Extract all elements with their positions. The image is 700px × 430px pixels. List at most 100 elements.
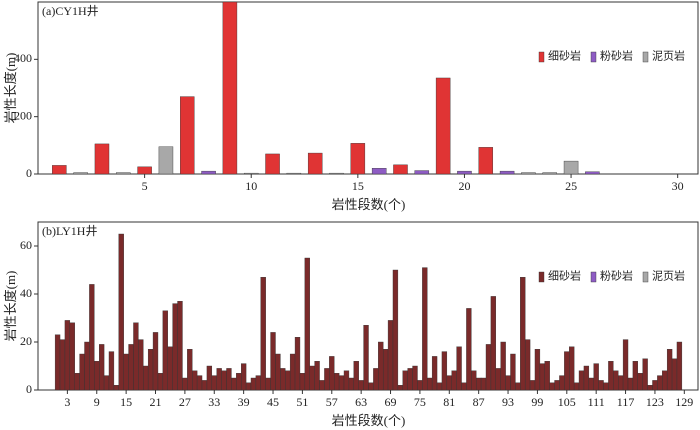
- x-tick-label: 69: [385, 395, 397, 409]
- bar: [578, 370, 585, 391]
- bar: [671, 358, 678, 391]
- bar: [275, 353, 281, 391]
- bar: [343, 370, 350, 391]
- bar: [662, 370, 668, 391]
- bar: [113, 385, 119, 391]
- legend-label: 细砂岩: [548, 49, 581, 63]
- y-tick-label: 20: [20, 334, 32, 348]
- legend-swatch: [590, 51, 597, 63]
- bar: [172, 303, 178, 391]
- x-tick-label: 57: [326, 395, 338, 409]
- bar: [329, 172, 344, 175]
- bar: [221, 370, 227, 391]
- bar: [515, 382, 521, 391]
- bar: [59, 339, 66, 391]
- bar: [446, 375, 452, 391]
- legend-label: 粉砂岩: [600, 49, 633, 63]
- bar: [461, 382, 467, 391]
- bar: [499, 170, 515, 175]
- bar: [478, 147, 494, 175]
- bar: [280, 368, 286, 391]
- bar: [534, 349, 541, 391]
- bar: [554, 380, 560, 391]
- bar: [167, 346, 173, 391]
- legend-label: 泥页岩: [652, 49, 685, 63]
- bar: [89, 284, 95, 391]
- chart-title: (b)LY1H井: [42, 224, 97, 238]
- x-tick-label: 75: [414, 395, 426, 409]
- x-tick-label: 63: [355, 395, 367, 409]
- bar: [397, 385, 403, 391]
- bar: [353, 361, 359, 391]
- bar: [116, 172, 131, 175]
- bar: [652, 380, 658, 391]
- y-tick-label: 400: [14, 51, 32, 65]
- bar: [304, 257, 310, 391]
- y-axis-label: 岩性长度(m): [3, 53, 18, 124]
- legend-swatch: [642, 51, 649, 63]
- bar: [64, 320, 71, 391]
- bar: [593, 363, 599, 391]
- bar: [539, 363, 545, 391]
- bar: [324, 368, 330, 391]
- bar: [158, 146, 174, 175]
- bar: [265, 377, 271, 391]
- bar: [676, 341, 683, 391]
- bar: [358, 380, 364, 391]
- x-tick-label: 87: [473, 395, 485, 409]
- bar: [52, 165, 67, 175]
- bar: [314, 361, 320, 391]
- bar: [603, 382, 609, 391]
- bar: [387, 320, 394, 391]
- bar: [255, 375, 261, 391]
- bar: [485, 344, 492, 391]
- bar: [94, 143, 110, 175]
- bar: [378, 341, 384, 391]
- bar: [407, 368, 413, 391]
- bar: [286, 172, 302, 175]
- bar: [79, 353, 85, 391]
- bar: [471, 370, 477, 391]
- bar: [559, 375, 565, 391]
- x-tick-label: 27: [179, 395, 191, 409]
- y-axis-label: 岩性长度(m): [3, 271, 18, 342]
- x-tick-label: 30: [672, 179, 684, 193]
- x-tick-label: 99: [531, 395, 543, 409]
- bar: [152, 332, 159, 391]
- bar: [74, 373, 80, 391]
- bar: [69, 322, 75, 391]
- bar: [598, 380, 604, 391]
- legend-label: 细砂岩: [548, 269, 581, 283]
- x-tick-label: 129: [675, 395, 693, 409]
- bar: [627, 377, 634, 391]
- bar: [422, 267, 428, 391]
- bar: [211, 375, 217, 391]
- y-tick-label: 0: [26, 382, 32, 396]
- bar: [500, 341, 506, 391]
- x-tick-label: 105: [558, 395, 576, 409]
- bar: [177, 301, 183, 391]
- bar: [138, 339, 144, 391]
- bar: [243, 172, 259, 175]
- bar: [393, 164, 408, 175]
- bar: [524, 339, 531, 391]
- bar: [201, 170, 216, 175]
- bar: [250, 377, 257, 391]
- bar: [569, 346, 575, 391]
- bar: [412, 365, 418, 391]
- bar: [564, 351, 570, 391]
- bar: [265, 153, 280, 175]
- bar: [402, 370, 408, 391]
- bar: [222, 1, 238, 175]
- bar: [206, 365, 213, 391]
- bar: [490, 296, 497, 391]
- bar: [466, 308, 472, 391]
- bar: [647, 385, 653, 391]
- x-tick-label: 39: [238, 395, 250, 409]
- bar: [180, 96, 195, 175]
- bar: [143, 365, 149, 391]
- bar: [505, 375, 511, 391]
- bar: [436, 382, 443, 391]
- bar: [73, 172, 88, 175]
- x-axis-label: 岩性段数(个): [332, 413, 406, 428]
